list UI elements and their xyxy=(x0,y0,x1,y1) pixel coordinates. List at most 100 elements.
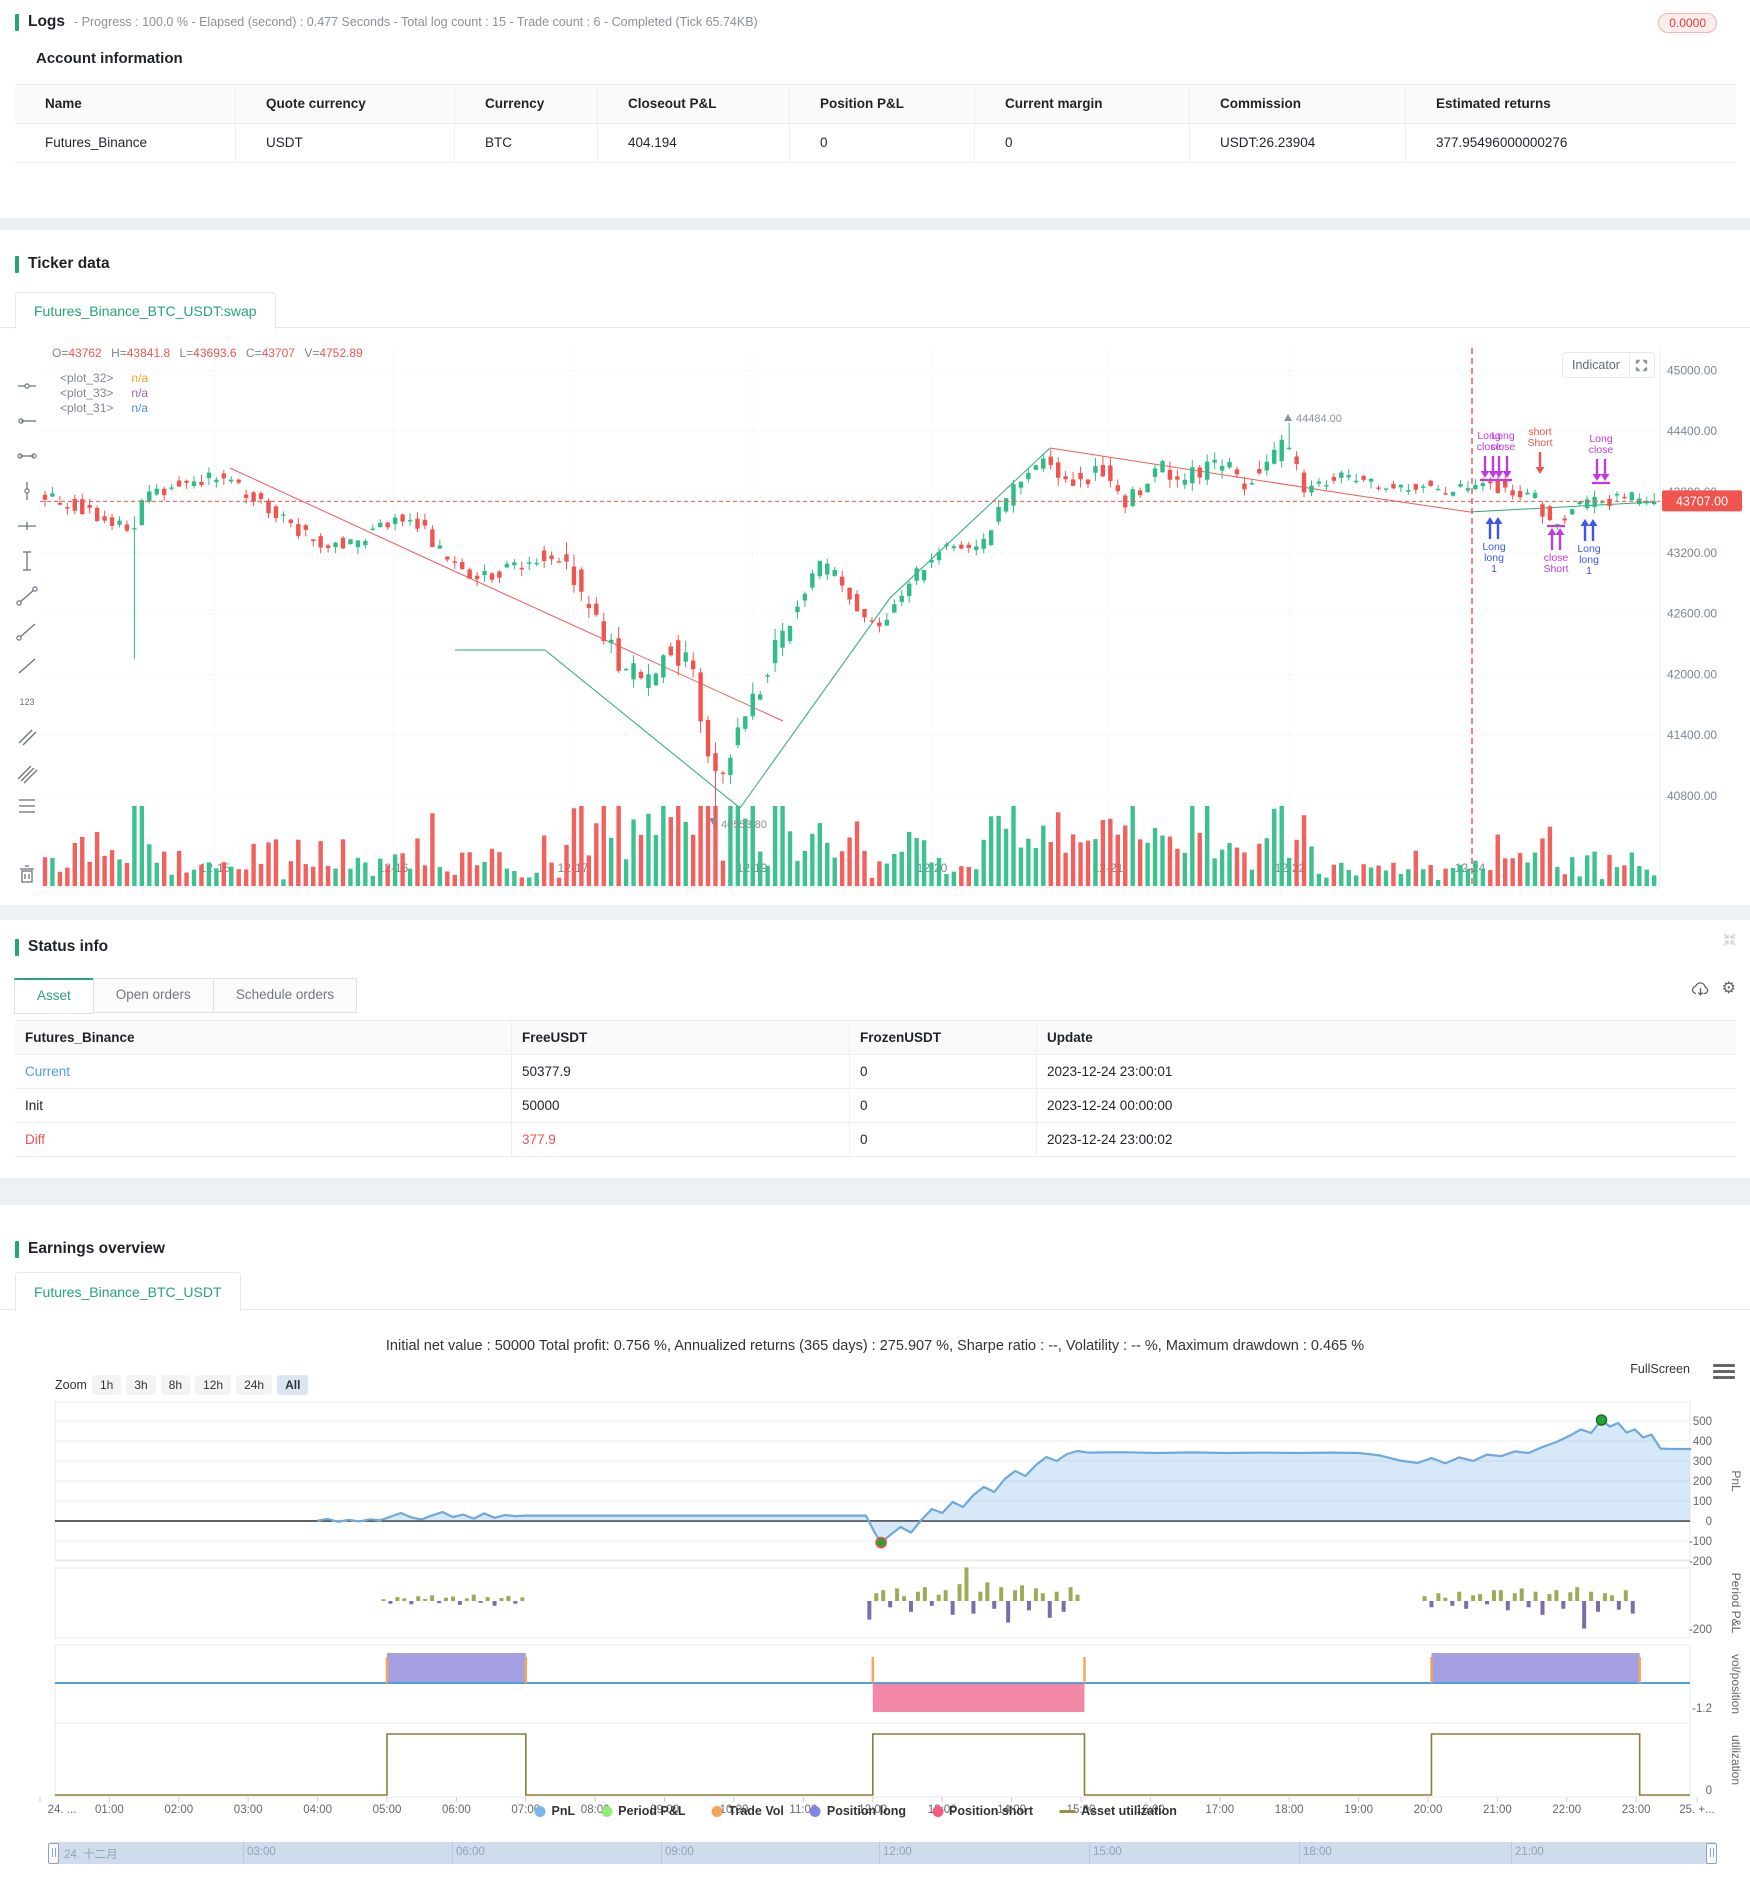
horizontal-segment-icon[interactable] xyxy=(14,443,40,469)
zoom-all-button[interactable]: All xyxy=(277,1375,309,1395)
earnings-title: Earnings overview xyxy=(28,1240,165,1257)
svg-text:0: 0 xyxy=(1706,1785,1712,1797)
svg-text:24. ...: 24. ... xyxy=(48,1804,77,1816)
chart-menu-icon[interactable] xyxy=(1713,1364,1735,1382)
legend-item-position-long[interactable]: Position long xyxy=(809,1804,906,1818)
col-estimated-returns: Estimated returns xyxy=(1436,96,1551,111)
svg-text:05:00: 05:00 xyxy=(373,1804,402,1816)
price-note-icon[interactable]: 123 xyxy=(14,688,40,714)
svg-text:Short: Short xyxy=(1527,437,1552,449)
segment-icon[interactable] xyxy=(14,653,40,679)
fullscreen-button[interactable]: FullScreen xyxy=(1630,1362,1690,1376)
svg-text:45000.00: 45000.00 xyxy=(1667,363,1717,377)
navigator-label: 09:00 xyxy=(665,1846,694,1858)
tab-schedule-orders[interactable]: Schedule orders xyxy=(212,978,358,1013)
horizontal-line-icon[interactable] xyxy=(14,408,40,434)
zoom-8h-button[interactable]: 8h xyxy=(160,1375,191,1395)
earnings-chart[interactable]: 500 400 300 200 100 0 -100 -200 -200 -1.2 0 PnL Peri… xyxy=(0,1395,1750,1835)
navigator-label: 24. 十二月 xyxy=(64,1849,118,1861)
section-accent-bar xyxy=(15,1240,19,1258)
zoom-label: Zoom xyxy=(55,1378,87,1392)
tab-divider xyxy=(0,327,1750,328)
zoom-3h-button[interactable]: 3h xyxy=(126,1375,156,1395)
legend-item-period-p-l[interactable]: Period P&L xyxy=(601,1804,686,1818)
section-accent-bar xyxy=(15,255,19,273)
legend-item-position-short[interactable]: Position short xyxy=(932,1804,1033,1818)
logs-title: Logs xyxy=(28,13,66,30)
parallel-lines-icon[interactable] xyxy=(14,723,40,749)
ticker-chart-canvas[interactable]: 45000.0044400.0043800.0043200.0042600.00… xyxy=(0,330,1750,905)
svg-text:Short: Short xyxy=(1543,563,1568,575)
navigator-right-handle[interactable] xyxy=(1706,1843,1717,1864)
status-card: Status info Asset Open orders Schedule o… xyxy=(0,920,1750,1178)
gear-icon[interactable]: ⚙ xyxy=(1721,980,1736,997)
ray-line-icon[interactable] xyxy=(14,618,40,644)
svg-text:123: 123 xyxy=(19,697,34,707)
collapse-icon[interactable] xyxy=(1722,932,1737,952)
account-table-header: Name Quote currency Currency Closeout P&… xyxy=(15,84,1736,124)
svg-text:07:00: 07:00 xyxy=(511,1804,540,1816)
fullscreen-expand-icon[interactable] xyxy=(1630,359,1654,372)
navigator-gridline xyxy=(661,1842,662,1864)
section-accent-bar xyxy=(15,13,19,31)
navigator-label: 15:00 xyxy=(1093,1846,1122,1858)
navigator-gridline xyxy=(879,1842,880,1864)
price-line-icon[interactable] xyxy=(14,513,40,539)
status-table: Futures_Binance FreeUSDT FrozenUSDT Upda… xyxy=(15,1020,1736,1157)
horizontal-ray-icon[interactable] xyxy=(14,373,40,399)
tab-earnings-symbol[interactable]: Futures_Binance_BTC_USDT xyxy=(15,1272,241,1311)
trash-icon[interactable] xyxy=(14,862,40,888)
range-navigator[interactable]: 24. 十二月 03:00 06:00 09:00 12:00 15:00 18:00 21:… xyxy=(48,1842,1717,1864)
svg-text:Long: Long xyxy=(1589,433,1613,445)
zoom-12h-button[interactable]: 12h xyxy=(195,1375,232,1395)
list-icon[interactable] xyxy=(14,793,40,819)
earnings-chart-canvas[interactable]: 500 400 300 200 100 0 -100 -200 -200 -1.2 0 PnL Peri… xyxy=(0,1395,1750,1892)
svg-text:40553.80: 40553.80 xyxy=(721,819,767,831)
legend-item-asset-utilization[interactable]: Asset utilization xyxy=(1059,1804,1177,1818)
navigator-gridline xyxy=(1511,1842,1512,1864)
tab-asset[interactable]: Asset xyxy=(14,978,94,1014)
svg-text:Period P&L: Period P&L xyxy=(1729,1573,1743,1634)
candlestick-chart[interactable]: 45000.0044400.0043800.0043200.0042600.00… xyxy=(0,330,1750,905)
zoom-1h-button[interactable]: 1h xyxy=(91,1375,122,1395)
svg-text:14:00: 14:00 xyxy=(997,1804,1026,1816)
legend-item-pnl[interactable]: PnL xyxy=(534,1804,575,1818)
price-channel-icon[interactable] xyxy=(14,758,40,784)
svg-text:10:00: 10:00 xyxy=(720,1804,749,1816)
current-link[interactable]: Current xyxy=(15,1055,512,1088)
cloud-download-icon[interactable] xyxy=(1691,980,1710,1002)
navigator-label: 12:00 xyxy=(883,1846,912,1858)
trend-line-icon[interactable] xyxy=(14,583,40,609)
svg-text:200: 200 xyxy=(1693,1476,1712,1488)
svg-text:02:00: 02:00 xyxy=(164,1804,193,1816)
navigator-gridline xyxy=(1089,1842,1090,1864)
chart-legend: PnL Period P&L Trade Vol Position long Posit… xyxy=(534,1804,1177,1818)
svg-text:44484.00: 44484.00 xyxy=(1296,413,1342,425)
indicator-button[interactable]: Indicator xyxy=(1562,352,1655,378)
vertical-range-icon[interactable] xyxy=(14,548,40,574)
svg-text:03:00: 03:00 xyxy=(234,1804,263,1816)
zoom-24h-button[interactable]: 24h xyxy=(236,1375,273,1395)
svg-text:-200: -200 xyxy=(1689,1556,1712,1568)
svg-text:Long: Long xyxy=(1491,430,1515,442)
col-position-pnl: Position P&L xyxy=(790,85,975,123)
navigator-label: 21:00 xyxy=(1515,1846,1544,1858)
svg-text:short: short xyxy=(1528,426,1551,438)
svg-text:04:00: 04:00 xyxy=(303,1804,332,1816)
svg-text:close: close xyxy=(1589,444,1614,456)
tab-open-orders[interactable]: Open orders xyxy=(92,978,214,1013)
col-commission: Commission xyxy=(1190,85,1406,123)
legend-dot xyxy=(932,1805,944,1817)
svg-text:long: long xyxy=(1579,554,1599,566)
ticker-card: Ticker data Futures_Binance_BTC_USDT:swa… xyxy=(0,230,1750,905)
navigator-left-handle[interactable] xyxy=(48,1843,59,1864)
tab-ticker-symbol[interactable]: Futures_Binance_BTC_USDT:swap xyxy=(15,292,276,329)
svg-text:Long: Long xyxy=(1482,541,1506,553)
svg-text:100: 100 xyxy=(1693,1496,1712,1508)
legend-item-trade-vol[interactable]: Trade Vol xyxy=(711,1804,784,1818)
svg-text:12:00: 12:00 xyxy=(858,1804,887,1816)
svg-text:PnL: PnL xyxy=(1729,1470,1743,1492)
status-table-header: Futures_Binance FreeUSDT FrozenUSDT Upda… xyxy=(15,1020,1736,1055)
svg-text:Long: Long xyxy=(1577,543,1601,555)
vertical-segment-icon[interactable] xyxy=(14,478,40,504)
